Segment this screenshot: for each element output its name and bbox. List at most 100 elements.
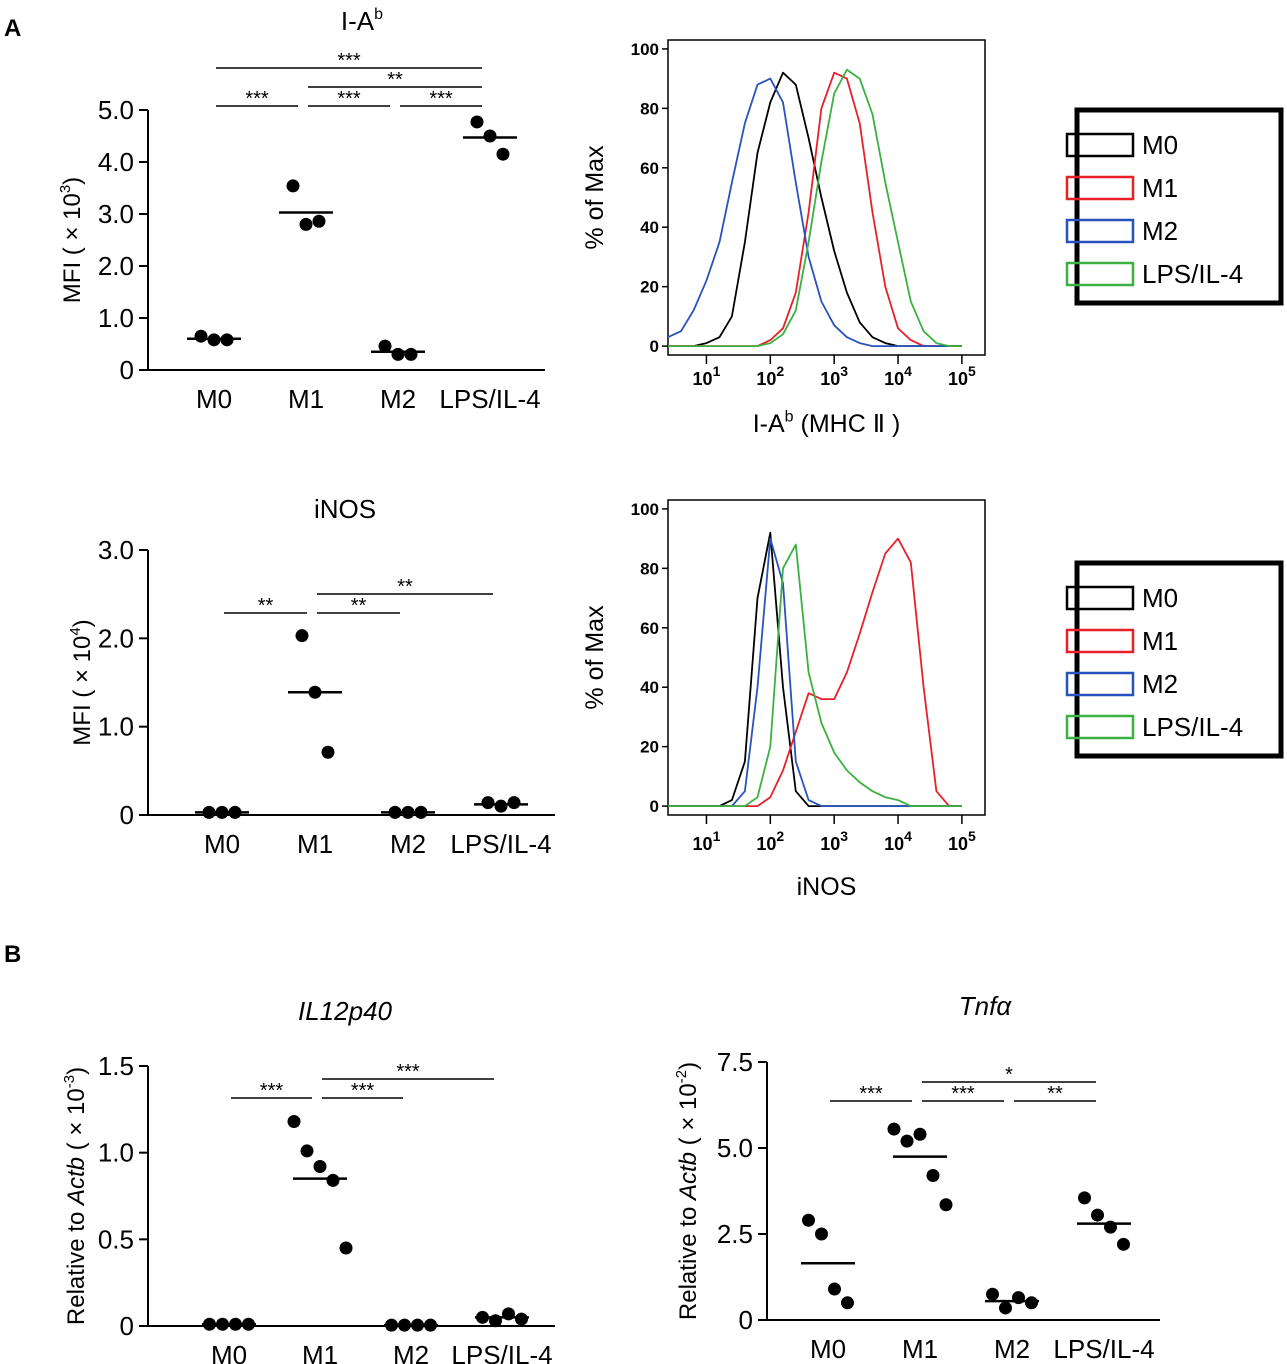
chart-title: I-Ab xyxy=(341,6,383,36)
y-tick-label: 100 xyxy=(631,40,659,59)
y-tick-label: 0 xyxy=(120,800,134,830)
y-axis-label: Relative to Actb ( × 10-2) xyxy=(673,1062,702,1320)
y-tick-label: 5.0 xyxy=(717,1133,753,1163)
significance-label: *** xyxy=(351,1080,375,1102)
tick-exponent: 2 xyxy=(776,363,784,379)
text-part: I-A xyxy=(753,410,785,438)
data-point xyxy=(391,347,405,361)
y-tick-label: 1.0 xyxy=(98,1138,134,1168)
data-point xyxy=(900,1134,914,1148)
x-tick-label: 105 xyxy=(948,828,976,854)
data-point xyxy=(194,329,208,343)
data-point xyxy=(986,1287,999,1301)
text-part: I-A xyxy=(341,6,375,36)
y-tick-label: 3.0 xyxy=(98,535,134,565)
data-point xyxy=(828,1282,841,1296)
legend-label: M1 xyxy=(1142,173,1178,203)
data-point xyxy=(313,1160,327,1174)
x-tick-label: LPS/IL-4 xyxy=(451,1340,552,1364)
text-part: -3 xyxy=(61,1075,78,1088)
x-axis-label: iNOS xyxy=(797,873,857,901)
tick-exponent: 2 xyxy=(776,828,784,844)
histogram-curve xyxy=(668,543,962,807)
legend-swatch xyxy=(1065,175,1135,201)
data-point xyxy=(1025,1296,1038,1310)
x-tick-label: M1 xyxy=(302,1340,338,1364)
y-axis-label: MFI ( × 103) xyxy=(57,177,86,303)
significance-label: *** xyxy=(245,88,269,110)
significance-label: *** xyxy=(260,1080,284,1102)
significance-label: *** xyxy=(337,88,361,110)
text-part: ( × 10 xyxy=(675,1083,702,1152)
significance-label: *** xyxy=(429,88,453,110)
data-point xyxy=(507,796,521,810)
y-tick-label: 0 xyxy=(739,1305,753,1335)
x-tick-label: LPS/IL-4 xyxy=(1053,1334,1154,1364)
legend-label: LPS/IL-4 xyxy=(1142,712,1243,742)
significance-label: * xyxy=(1005,1064,1013,1086)
y-tick-label: 2.0 xyxy=(98,251,134,281)
tick-base: 10 xyxy=(948,369,968,389)
data-point xyxy=(939,1198,953,1212)
y-axis-label: MFI ( × 104) xyxy=(67,619,96,745)
data-point xyxy=(339,1241,353,1255)
text-part: ( × 10 xyxy=(63,1088,90,1157)
significance-label: *** xyxy=(951,1083,975,1105)
legend-label: M2 xyxy=(1142,216,1178,246)
data-point xyxy=(299,217,313,231)
x-tick-label: M1 xyxy=(288,384,324,414)
x-tick-label: 103 xyxy=(820,363,848,389)
legend-label: LPS/IL-4 xyxy=(1142,259,1243,289)
x-tick-label: 101 xyxy=(693,363,721,389)
x-tick-label: M0 xyxy=(211,1340,247,1364)
y-tick-label: 2.0 xyxy=(98,623,134,653)
significance-label: ** xyxy=(387,69,403,91)
legend-swatch xyxy=(1065,714,1135,740)
legend-label: M2 xyxy=(1142,669,1178,699)
x-tick-label: M2 xyxy=(994,1334,1030,1364)
chart-title: IL12p40 xyxy=(298,996,393,1026)
tick-exponent: 1 xyxy=(713,363,721,379)
x-tick-label: M1 xyxy=(297,829,333,859)
significance-label: ** xyxy=(351,595,367,617)
legend-frame xyxy=(1074,107,1284,306)
tick-exponent: 5 xyxy=(968,828,976,844)
y-tick-label: 100 xyxy=(631,500,659,519)
panel-label: A xyxy=(4,15,21,42)
text-part: 3 xyxy=(57,185,74,193)
tick-base: 10 xyxy=(693,834,713,854)
y-tick-label: 60 xyxy=(640,619,659,638)
data-point xyxy=(999,1301,1012,1315)
x-tick-label: M0 xyxy=(204,829,240,859)
x-tick-label: LPS/IL-4 xyxy=(450,829,551,859)
text-part: MFI ( × 10 xyxy=(69,636,96,746)
data-point xyxy=(913,1127,927,1141)
data-point xyxy=(321,745,335,759)
data-point xyxy=(404,347,418,361)
x-tick-label: 101 xyxy=(693,828,721,854)
tick-base: 10 xyxy=(820,369,840,389)
tick-base: 10 xyxy=(693,369,713,389)
panel-label: B xyxy=(4,941,21,968)
histogram-curve xyxy=(667,77,962,347)
legend-label: M1 xyxy=(1142,626,1178,656)
y-axis-label: % of Max xyxy=(581,145,609,250)
significance-label: ** xyxy=(258,595,274,617)
data-point xyxy=(287,1114,301,1128)
data-point xyxy=(312,214,326,228)
data-point xyxy=(470,115,484,129)
tick-base: 10 xyxy=(756,834,776,854)
text-part: % of Max xyxy=(581,145,609,250)
legend-swatch xyxy=(1065,261,1135,287)
x-tick-label: LPS/IL-4 xyxy=(439,384,540,414)
text-part: Relative to xyxy=(675,1200,702,1320)
tick-base: 10 xyxy=(756,369,776,389)
y-tick-label: 0 xyxy=(650,797,659,816)
histogram-curve xyxy=(668,531,962,807)
tick-base: 10 xyxy=(948,834,968,854)
text-part: 4 xyxy=(67,627,84,635)
legend-frame xyxy=(1074,560,1284,759)
y-tick-label: 80 xyxy=(640,99,659,118)
text-part: iNOS xyxy=(314,494,376,524)
